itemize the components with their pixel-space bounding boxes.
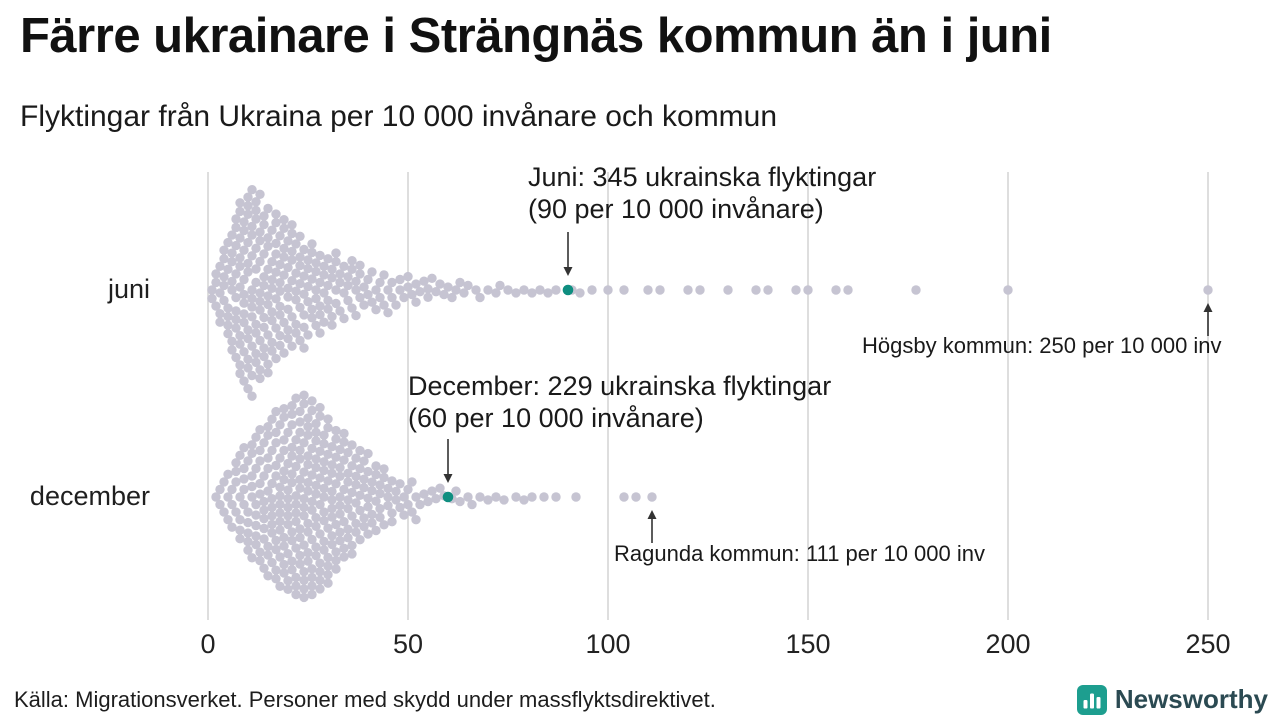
annotation-juni-highlight: Juni: 345 ukrainska flyktingar (90 per 1… bbox=[528, 162, 876, 226]
newsworthy-branding: Newsworthy bbox=[1076, 684, 1268, 715]
annotation-ragunda-max: Ragunda kommun: 111 per 10 000 inv bbox=[614, 541, 985, 566]
annotation-juni-line2: (90 per 10 000 invånare) bbox=[528, 193, 824, 224]
chart-subtitle: Flyktingar från Ukraina per 10 000 invån… bbox=[20, 100, 778, 133]
x-tick-label: 250 bbox=[1185, 629, 1230, 659]
annotation-arrows bbox=[443, 232, 1213, 543]
chart-title: Färre ukrainare i Strängnäs kommun än i … bbox=[20, 9, 1052, 63]
beeswarm-chart: 0 50 100 150 200 250 bbox=[200, 172, 1231, 659]
x-tick-label: 100 bbox=[585, 629, 630, 659]
annotation-december-line1: December: 229 ukrainska flyktingar bbox=[408, 371, 832, 401]
annotation-december-line2: (60 per 10 000 invånare) bbox=[408, 402, 704, 433]
beeswarm-row-december bbox=[211, 390, 657, 603]
annotation-hogsby-max: Högsby kommun: 250 per 10 000 inv bbox=[862, 333, 1222, 358]
y-axis-label-juni: juni bbox=[107, 274, 150, 304]
x-tick-label: 150 bbox=[785, 629, 830, 659]
beeswarm-dots bbox=[207, 185, 1213, 603]
x-tick-label: 200 bbox=[985, 629, 1030, 659]
highlight-dot-juni bbox=[562, 284, 574, 296]
newsworthy-logo-text: Newsworthy bbox=[1114, 684, 1268, 714]
annotation-juni-line1: Juni: 345 ukrainska flyktingar bbox=[528, 162, 877, 192]
source-note: Källa: Migrationsverket. Personer med sk… bbox=[14, 687, 716, 712]
x-axis-tick-labels: 0 50 100 150 200 250 bbox=[200, 629, 1230, 659]
newsworthy-logo-icon bbox=[1076, 684, 1107, 715]
x-tick-label: 50 bbox=[393, 629, 423, 659]
beeswarm-row-juni bbox=[207, 185, 1213, 401]
y-axis-label-december: december bbox=[29, 481, 150, 511]
annotation-december-highlight: December: 229 ukrainska flyktingar (60 p… bbox=[408, 371, 831, 435]
x-tick-label: 0 bbox=[200, 629, 215, 659]
highlight-dot-december bbox=[442, 491, 454, 503]
gridlines bbox=[207, 172, 1209, 620]
